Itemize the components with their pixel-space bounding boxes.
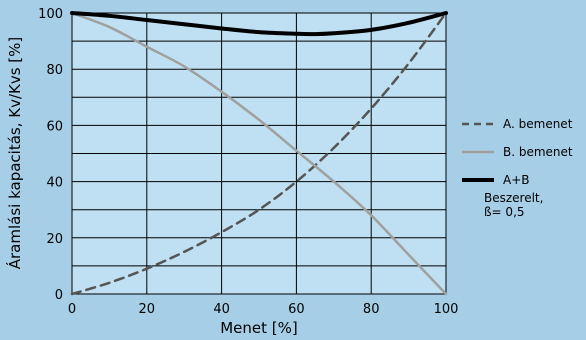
y-axis-label: Áramlási kapacitás, Kv/Kvs [%]: [5, 37, 24, 270]
series-line-a-b: [70, 11, 448, 37]
series-line-b-bemenet: [70, 11, 448, 296]
grid-lines: [71, 12, 447, 295]
x-tick-label: 100: [434, 302, 459, 317]
legend-label: A. bemenet: [503, 117, 573, 131]
installation-note: Beszerelt, ß= 0,5: [484, 191, 543, 219]
x-tick-label: 20: [139, 302, 156, 317]
x-tick-label: 40: [213, 302, 230, 317]
y-tick-label: 100: [38, 7, 63, 22]
x-tick-labels: 0 20 40 60 80 100: [68, 302, 459, 317]
note-line-1: Beszerelt,: [484, 191, 543, 205]
note-line-2: ß= 0,5: [484, 205, 525, 219]
x-tick-label: 80: [363, 302, 380, 317]
y-tick-label: 20: [46, 232, 63, 247]
series-line-a-bemenet: [70, 11, 448, 296]
legend-label: A+B: [503, 173, 530, 187]
x-tick-label: 60: [288, 302, 305, 317]
x-tick-label: 0: [68, 302, 76, 317]
y-tick-label: 80: [46, 63, 63, 78]
y-tick-label: 40: [46, 176, 63, 191]
y-tick-label: 0: [55, 288, 63, 303]
y-tick-label: 60: [46, 119, 63, 134]
series-group: [70, 11, 448, 296]
legend-label: B. bemenet: [503, 145, 573, 159]
y-tick-labels: 0 20 40 60 80 100: [38, 7, 63, 303]
x-axis-label: Menet [%]: [220, 319, 298, 337]
legend: A. bemenet B. bemenet A+B: [462, 117, 573, 187]
